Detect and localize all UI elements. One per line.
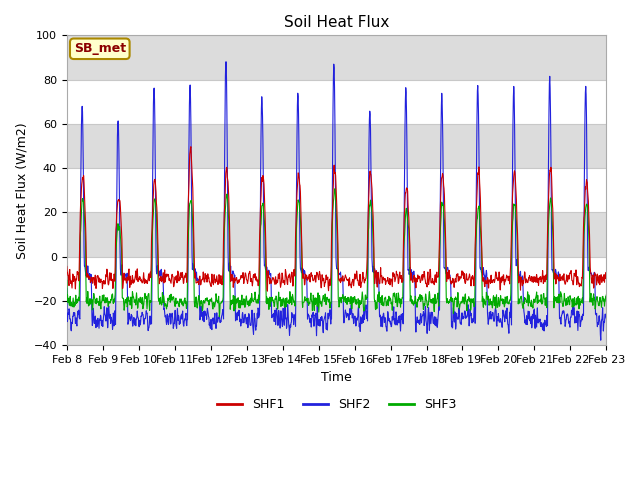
Bar (67, 213, 606, 257)
X-axis label: Time: Time (321, 371, 352, 384)
Legend: SHF1, SHF2, SHF3: SHF1, SHF2, SHF3 (212, 394, 461, 417)
Bar (67, 301, 606, 345)
Text: SB_met: SB_met (74, 42, 126, 55)
Bar (67, 36, 606, 80)
Y-axis label: Soil Heat Flux (W/m2): Soil Heat Flux (W/m2) (15, 122, 28, 259)
Bar (67, 124, 606, 168)
Title: Soil Heat Flux: Soil Heat Flux (284, 15, 389, 30)
